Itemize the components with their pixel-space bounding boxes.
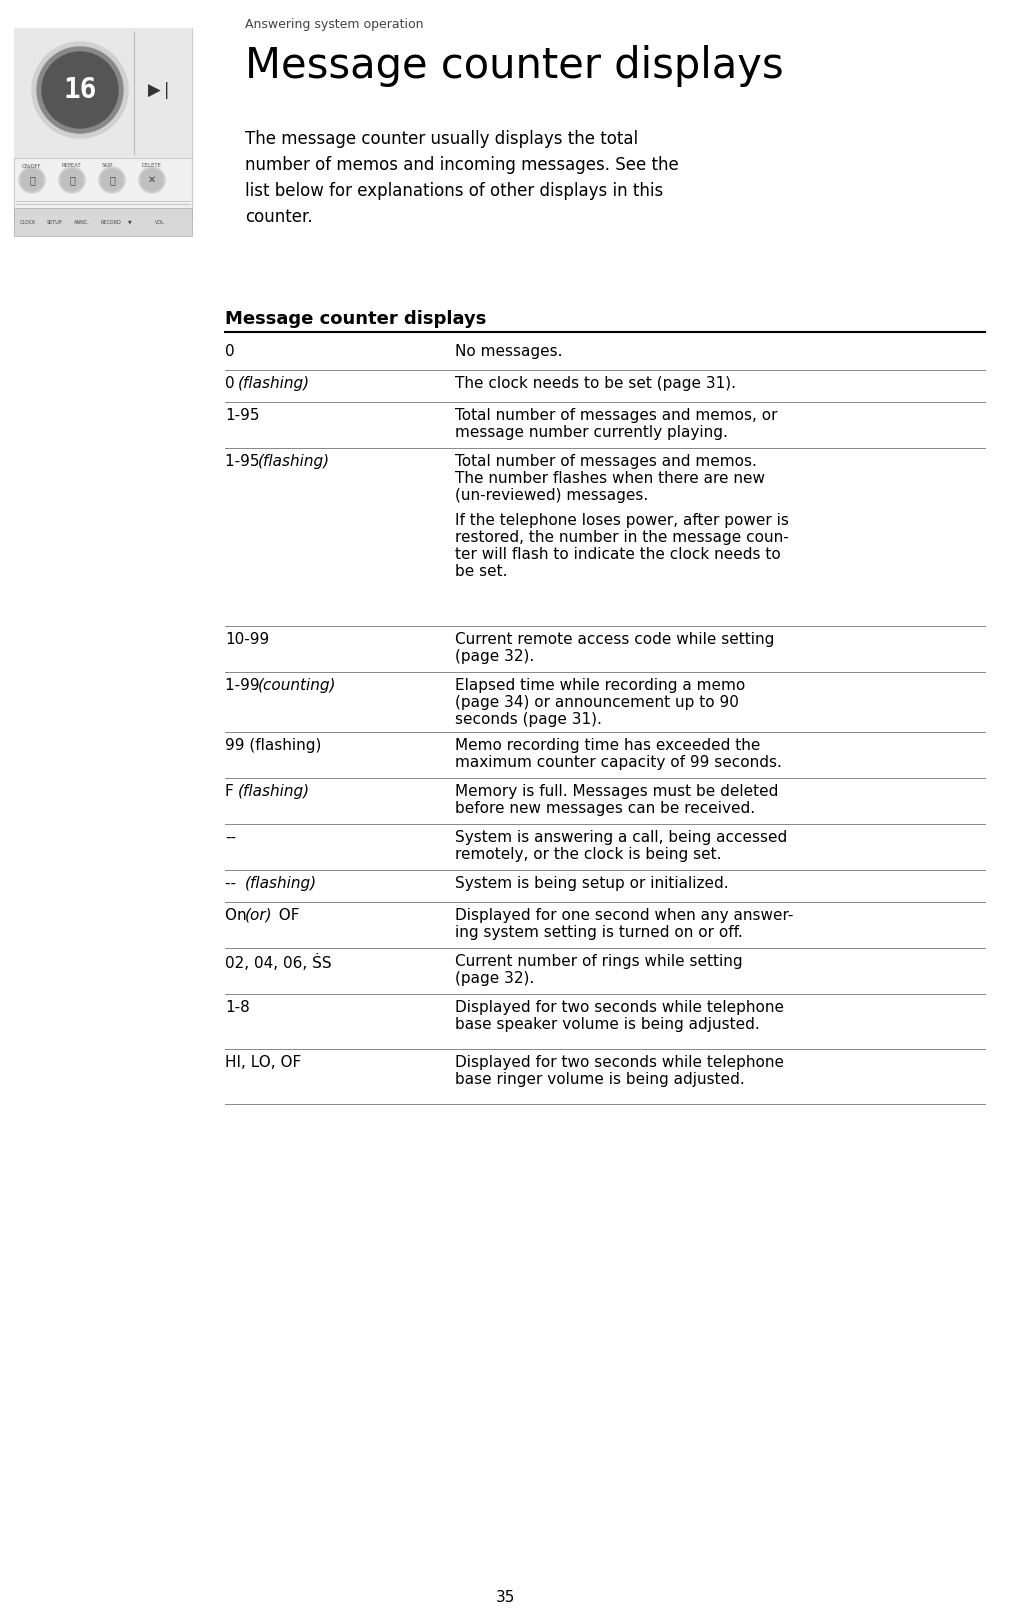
Text: ▶❘: ▶❘ <box>148 81 174 99</box>
Text: --: -- <box>225 876 241 890</box>
Circle shape <box>99 167 125 193</box>
Text: The message counter usually displays the total: The message counter usually displays the… <box>245 130 638 148</box>
Text: ⏻: ⏻ <box>29 175 34 185</box>
Text: SKIP: SKIP <box>102 162 113 169</box>
Text: System is being setup or initialized.: System is being setup or initialized. <box>455 876 728 890</box>
Text: ON/OFF: ON/OFF <box>22 162 42 169</box>
Circle shape <box>37 47 123 133</box>
Text: If the telephone loses power, after power is: If the telephone loses power, after powe… <box>455 513 789 529</box>
Text: Total number of messages and memos, or: Total number of messages and memos, or <box>455 409 778 423</box>
Text: On: On <box>225 908 251 923</box>
Text: Current number of rings while setting: Current number of rings while setting <box>455 954 743 968</box>
Text: System is answering a call, being accessed: System is answering a call, being access… <box>455 830 787 845</box>
Circle shape <box>32 42 128 138</box>
Text: number of memos and incoming messages. See the: number of memos and incoming messages. S… <box>245 156 679 174</box>
Circle shape <box>19 167 45 193</box>
Text: VOL: VOL <box>155 219 165 224</box>
Text: 99 (flashing): 99 (flashing) <box>225 738 321 753</box>
Text: 16: 16 <box>63 76 97 104</box>
Text: 0: 0 <box>225 344 235 358</box>
Text: 1-95: 1-95 <box>225 409 259 423</box>
Bar <box>14 28 192 221</box>
Text: (flashing): (flashing) <box>244 876 317 890</box>
Text: (un-reviewed) messages.: (un-reviewed) messages. <box>455 488 648 503</box>
Text: RECORD: RECORD <box>101 219 122 224</box>
Text: ing system setting is turned on or off.: ing system setting is turned on or off. <box>455 925 743 941</box>
Text: Answering system operation: Answering system operation <box>245 18 423 31</box>
Text: Memory is full. Messages must be deleted: Memory is full. Messages must be deleted <box>455 783 778 800</box>
Text: base ringer volume is being adjusted.: base ringer volume is being adjusted. <box>455 1072 745 1087</box>
Text: maximum counter capacity of 99 seconds.: maximum counter capacity of 99 seconds. <box>455 754 782 770</box>
Text: (counting): (counting) <box>257 678 336 693</box>
Text: restored, the number in the message coun-: restored, the number in the message coun… <box>455 530 789 545</box>
Text: ANNC.: ANNC. <box>74 219 90 224</box>
Bar <box>14 208 192 235</box>
Text: 1-95: 1-95 <box>225 454 264 469</box>
Text: F: F <box>225 783 239 800</box>
Text: OF: OF <box>269 908 300 923</box>
Text: (page 32).: (page 32). <box>455 972 534 986</box>
Text: --: -- <box>225 830 236 845</box>
Text: The number flashes when there are new: The number flashes when there are new <box>455 470 765 487</box>
Text: 10-99: 10-99 <box>225 633 269 647</box>
Text: Message counter displays: Message counter displays <box>245 45 784 88</box>
Text: (flashing): (flashing) <box>238 783 310 800</box>
Text: HI, LO, OF: HI, LO, OF <box>225 1054 301 1071</box>
Text: No messages.: No messages. <box>455 344 562 358</box>
Text: 1-99: 1-99 <box>225 678 264 693</box>
Circle shape <box>139 167 165 193</box>
Text: Elapsed time while recording a memo: Elapsed time while recording a memo <box>455 678 746 693</box>
Circle shape <box>61 169 83 191</box>
Text: (page 32).: (page 32). <box>455 649 534 663</box>
Text: Displayed for two seconds while telephone: Displayed for two seconds while telephon… <box>455 1054 784 1071</box>
Text: DELETE: DELETE <box>142 162 162 169</box>
Text: remotely, or the clock is being set.: remotely, or the clock is being set. <box>455 847 721 861</box>
Text: Message counter displays: Message counter displays <box>225 310 486 328</box>
Text: (or): (or) <box>244 908 272 923</box>
Bar <box>14 28 192 157</box>
Text: ▼: ▼ <box>128 219 132 224</box>
Text: 02, 04, 06, ṠS: 02, 04, 06, ṠS <box>225 954 331 972</box>
Text: counter.: counter. <box>245 208 313 225</box>
Text: (page 34) or announcement up to 90: (page 34) or announcement up to 90 <box>455 694 738 710</box>
Circle shape <box>59 167 85 193</box>
Circle shape <box>21 169 43 191</box>
Text: CLOCK: CLOCK <box>20 219 36 224</box>
Text: seconds (page 31).: seconds (page 31). <box>455 712 602 727</box>
Text: message number currently playing.: message number currently playing. <box>455 425 728 440</box>
Text: ⏩: ⏩ <box>109 175 114 185</box>
Text: Total number of messages and memos.: Total number of messages and memos. <box>455 454 757 469</box>
Text: ✕: ✕ <box>148 175 156 185</box>
Text: (flashing): (flashing) <box>238 376 310 391</box>
Text: 35: 35 <box>496 1590 516 1606</box>
Text: Displayed for two seconds while telephone: Displayed for two seconds while telephon… <box>455 1001 784 1015</box>
Text: Memo recording time has exceeded the: Memo recording time has exceeded the <box>455 738 761 753</box>
Text: The clock needs to be set (page 31).: The clock needs to be set (page 31). <box>455 376 736 391</box>
Text: before new messages can be received.: before new messages can be received. <box>455 801 755 816</box>
Text: be set.: be set. <box>455 564 508 579</box>
Text: 1-8: 1-8 <box>225 1001 250 1015</box>
Text: list below for explanations of other displays in this: list below for explanations of other dis… <box>245 182 664 200</box>
Text: (flashing): (flashing) <box>257 454 329 469</box>
Text: Current remote access code while setting: Current remote access code while setting <box>455 633 774 647</box>
Text: ⏪: ⏪ <box>69 175 75 185</box>
Text: base speaker volume is being adjusted.: base speaker volume is being adjusted. <box>455 1017 760 1032</box>
Circle shape <box>42 52 118 128</box>
Text: Displayed for one second when any answer-: Displayed for one second when any answer… <box>455 908 793 923</box>
Text: 0: 0 <box>225 376 239 391</box>
Circle shape <box>141 169 163 191</box>
Text: SETUP: SETUP <box>47 219 63 224</box>
Circle shape <box>101 169 123 191</box>
Text: REPEAT: REPEAT <box>62 162 82 169</box>
Text: ter will flash to indicate the clock needs to: ter will flash to indicate the clock nee… <box>455 547 781 561</box>
